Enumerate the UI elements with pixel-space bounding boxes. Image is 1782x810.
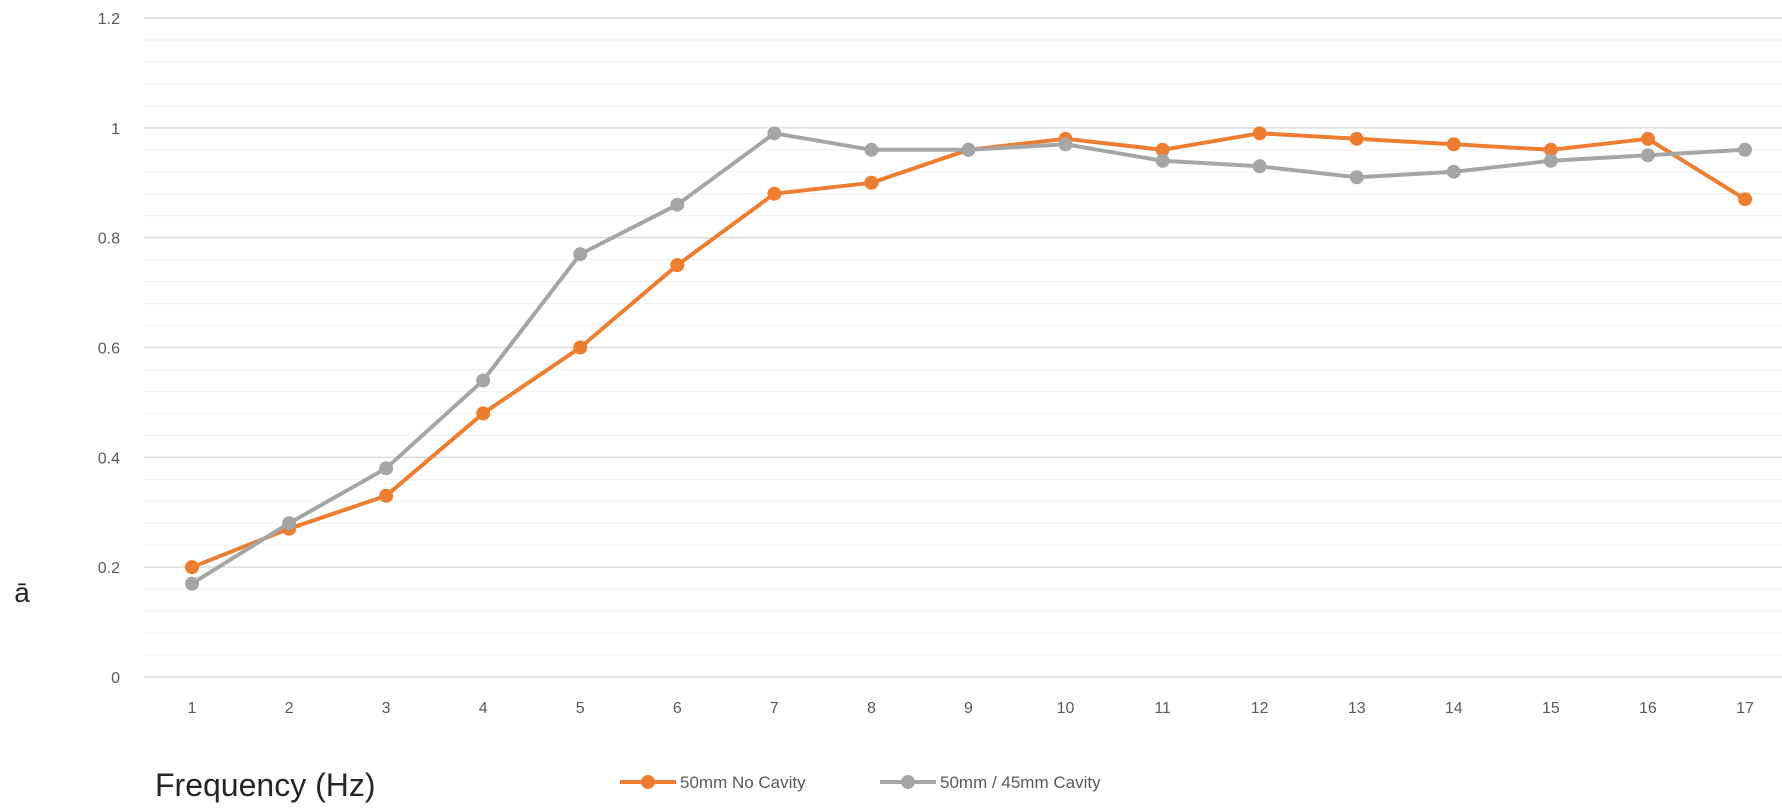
legend-marker-series-1	[641, 775, 655, 789]
data-point	[1349, 170, 1364, 185]
y-tick-label: 0.4	[98, 450, 120, 467]
x-tick-label: 5	[576, 700, 585, 717]
data-point	[573, 247, 588, 262]
y-axis-label: ā	[14, 577, 30, 608]
x-tick-label: 10	[1057, 700, 1075, 717]
y-tick-label: 0.2	[98, 560, 120, 577]
x-tick-label: 13	[1348, 700, 1366, 717]
series-lines	[185, 126, 1752, 591]
x-tick-label: 17	[1736, 700, 1754, 717]
data-point	[670, 258, 685, 273]
data-point	[282, 516, 297, 531]
data-point	[185, 560, 199, 575]
data-point	[1252, 126, 1267, 141]
x-tick-label: 9	[964, 700, 973, 717]
x-tick-label: 1	[188, 700, 197, 717]
x-tick-label: 6	[673, 700, 682, 717]
data-point	[1446, 164, 1461, 179]
data-point	[1446, 137, 1461, 152]
x-tick-label: 4	[479, 700, 488, 717]
legend: 50mm No Cavity 50mm / 45mm Cavity	[620, 773, 1101, 792]
x-axis-label: Frequency (Hz)	[155, 767, 376, 803]
x-tick-label: 7	[770, 700, 779, 717]
data-point	[1640, 131, 1655, 146]
data-point	[1155, 153, 1170, 168]
legend-label-series-1: 50mm No Cavity	[680, 773, 806, 792]
y-tick-label: 1	[111, 121, 120, 138]
data-point	[961, 142, 976, 157]
data-point	[185, 576, 199, 591]
x-tick-label: 16	[1639, 700, 1657, 717]
series-line-1	[190, 131, 1747, 570]
x-tick-label: 15	[1542, 700, 1560, 717]
x-tick-label: 12	[1251, 700, 1269, 717]
grid-lines	[144, 17, 1782, 678]
data-point	[379, 488, 394, 503]
data-point	[1543, 142, 1558, 157]
x-tick-label: 8	[867, 700, 876, 717]
data-point	[1155, 142, 1170, 157]
data-point	[864, 142, 879, 157]
legend-marker-series-2	[901, 775, 915, 789]
series-line-2	[190, 131, 1747, 586]
y-tick-label: 0	[111, 670, 120, 687]
x-tick-label: 14	[1445, 700, 1463, 717]
data-point	[670, 197, 685, 212]
legend-item-series-2: 50mm / 45mm Cavity	[880, 773, 1101, 792]
data-point	[1349, 131, 1364, 146]
data-point	[1252, 159, 1267, 174]
x-axis-ticks: 1 2 3 4 5 6 7 8 9 10 11 12 13 14 15 16 17	[188, 700, 1754, 717]
y-tick-label: 1.2	[98, 11, 120, 28]
legend-label-series-2: 50mm / 45mm Cavity	[940, 773, 1101, 792]
x-tick-label: 11	[1154, 700, 1171, 717]
x-tick-label: 3	[382, 700, 391, 717]
data-point	[476, 373, 491, 388]
data-point	[573, 340, 588, 355]
data-point	[864, 175, 879, 190]
y-tick-label: 0.6	[98, 341, 120, 358]
legend-item-series-1: 50mm No Cavity	[620, 773, 806, 792]
data-point	[767, 126, 782, 141]
data-point	[476, 406, 491, 421]
data-point	[379, 461, 394, 476]
series-2	[185, 126, 1752, 591]
y-axis-ticks: 0 0.2 0.4 0.6 0.8 1 1.2	[98, 11, 120, 687]
x-tick-label: 2	[285, 700, 294, 717]
data-point	[1543, 153, 1558, 168]
data-point	[767, 186, 782, 201]
y-tick-label: 0.8	[98, 231, 120, 248]
data-point	[1738, 192, 1752, 207]
data-point	[1738, 142, 1752, 157]
data-point	[1058, 137, 1073, 152]
data-point	[1640, 148, 1655, 163]
